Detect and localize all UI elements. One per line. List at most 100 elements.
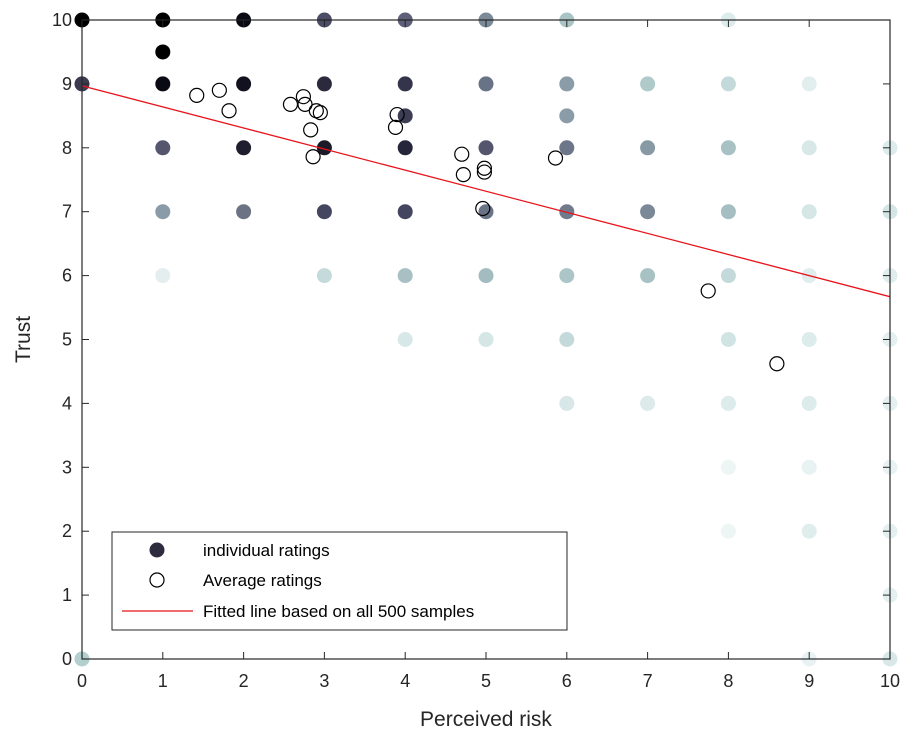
y-tick-label: 9 <box>62 74 72 94</box>
individual-rating-point <box>801 459 817 475</box>
average-rating-point <box>389 106 405 123</box>
legend-label-individual: individual ratings <box>203 541 330 560</box>
individual-rating-point <box>478 76 494 92</box>
y-axis-label: Trust <box>12 316 35 363</box>
individual-rating-point <box>236 140 252 156</box>
average-rating-point <box>387 119 404 135</box>
individual-rating-point <box>478 204 494 220</box>
individual-rating-point <box>720 395 736 411</box>
individual-rating-point <box>640 76 656 92</box>
individual-rating-point <box>720 332 736 347</box>
y-tick-label: 5 <box>62 330 72 350</box>
legend-open-circle-icon <box>149 572 165 588</box>
individual-rating-point <box>559 395 575 411</box>
individual-rating-point <box>801 140 817 156</box>
individual-rating-point <box>801 332 817 347</box>
individual-rating-point <box>397 140 413 156</box>
individual-rating-point <box>559 108 575 124</box>
x-tick-label: 0 <box>77 671 87 691</box>
individual-rating-point <box>801 76 817 92</box>
y-tick-label: 4 <box>62 393 72 413</box>
legend-label-average: Average ratings <box>203 571 322 590</box>
fitted-line <box>81 85 891 298</box>
x-tick-label: 6 <box>562 671 572 691</box>
y-tick-label: 0 <box>62 649 72 669</box>
average-rating-point <box>312 105 328 121</box>
individual-rating-point <box>559 76 575 92</box>
individual-rating-point <box>478 140 494 156</box>
individual-rating-point <box>155 44 171 60</box>
individual-rating-point <box>640 204 656 220</box>
y-tick-label: 8 <box>62 138 72 158</box>
average-rating-point <box>769 356 785 372</box>
axis-ticks: 0 1 2 3 4 5 6 7 8 9 10 0 1 2 3 4 5 6 7 8 9 10 <box>52 10 900 691</box>
y-tick-label: 2 <box>62 521 72 541</box>
legend-label-fitted-line: Fitted line based on all 500 samples <box>203 602 474 621</box>
average-rating-point <box>476 164 492 180</box>
individual-rating-point <box>397 268 413 284</box>
legend-filled-circle-icon <box>149 542 165 558</box>
individual-rating-point <box>559 268 575 284</box>
y-tick-label: 7 <box>62 202 72 222</box>
individual-rating-point <box>640 395 656 411</box>
plot-markers <box>74 12 898 667</box>
average-rating-point <box>282 96 299 112</box>
individual-rating-point <box>801 395 817 411</box>
individual-rating-point <box>316 76 332 92</box>
individual-rating-point <box>720 523 736 539</box>
x-tick-label: 5 <box>481 671 491 691</box>
individual-rating-point <box>720 140 736 156</box>
fitted-line-layer <box>81 85 891 298</box>
individual-rating-point <box>155 204 171 220</box>
individual-rating-point <box>720 268 736 284</box>
average-rating-point <box>189 87 205 104</box>
average-rating-point <box>303 122 319 138</box>
y-tick-label: 6 <box>62 266 72 286</box>
individual-rating-point <box>801 523 817 539</box>
x-tick-label: 8 <box>723 671 733 691</box>
average-rating-point <box>700 283 716 299</box>
x-tick-label: 3 <box>319 671 329 691</box>
average-rating-point <box>211 82 227 98</box>
average-rating-point <box>547 150 564 166</box>
individual-rating-point <box>720 76 736 92</box>
x-tick-label: 2 <box>239 671 249 691</box>
x-axis-label: Perceived risk <box>420 708 552 731</box>
average-rating-point <box>455 167 471 183</box>
individual-rating-point <box>316 140 332 156</box>
y-tick-label: 3 <box>62 457 72 477</box>
individual-rating-point <box>478 332 494 347</box>
legend-box <box>111 531 568 631</box>
individual-rating-point <box>397 76 413 92</box>
x-tick-label: 9 <box>804 671 814 691</box>
average-rating-point <box>454 146 470 162</box>
individual-rating-point <box>155 76 171 92</box>
y-tick-label: 10 <box>52 10 72 30</box>
x-tick-label: 1 <box>158 671 168 691</box>
individual-rating-point <box>155 268 171 284</box>
individual-rating-point <box>801 204 817 220</box>
individual-rating-point <box>640 140 656 156</box>
individual-rating-point <box>316 268 332 284</box>
average-rating-point <box>476 160 492 176</box>
individual-rating-point <box>316 204 332 220</box>
average-rating-point <box>295 89 311 105</box>
y-tick-label: 1 <box>62 585 72 605</box>
individual-rating-point <box>720 204 736 220</box>
individual-rating-point <box>236 204 252 220</box>
individual-rating-point <box>236 76 252 92</box>
x-tick-label: 4 <box>400 671 410 691</box>
individual-rating-point <box>559 140 575 156</box>
average-rating-point <box>297 96 313 112</box>
individual-rating-point <box>397 332 413 347</box>
individual-rating-point <box>155 140 171 156</box>
average-rating-point <box>221 103 237 119</box>
individual-rating-point <box>640 268 656 284</box>
individual-rating-point <box>720 459 736 475</box>
individual-rating-point <box>397 204 413 220</box>
x-tick-label: 7 <box>643 671 653 691</box>
x-tick-label: 10 <box>880 671 900 691</box>
individual-rating-point <box>559 332 575 347</box>
average-rating-point <box>475 200 491 217</box>
